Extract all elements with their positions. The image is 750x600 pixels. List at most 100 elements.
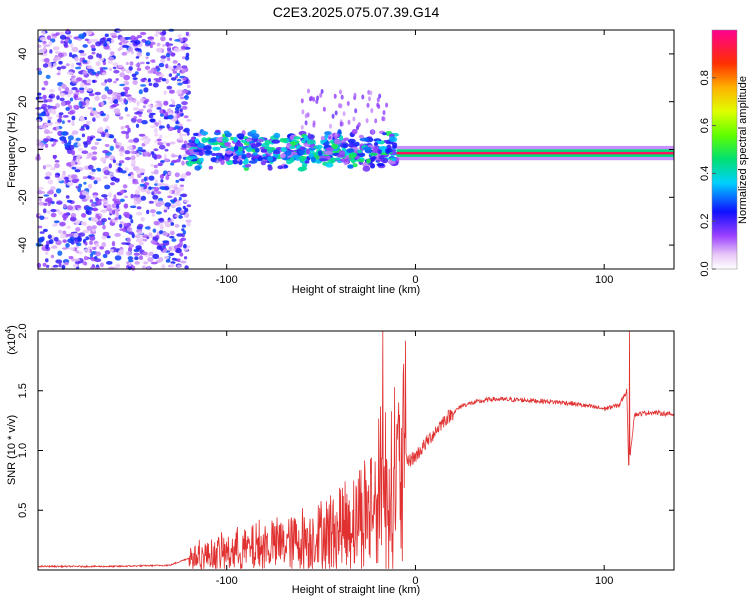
- noise-cell: [56, 95, 60, 100]
- noise-cell: [119, 221, 124, 224]
- noise-cell: [45, 111, 49, 116]
- noise-cell: [176, 72, 181, 77]
- noise-cell: [75, 137, 81, 141]
- noise-cell: [71, 174, 78, 180]
- noise-cell: [69, 89, 73, 95]
- noise-cell: [165, 53, 171, 58]
- noise-cell: [127, 127, 131, 133]
- noise-cell: [41, 30, 46, 36]
- noise-cell: [48, 189, 54, 195]
- noise-cell: [44, 251, 49, 256]
- noise-cell: [123, 98, 127, 103]
- noise-cell: [159, 230, 164, 235]
- band-cell: [224, 142, 231, 147]
- band-cell: [267, 156, 274, 162]
- noise-cell: [134, 234, 141, 239]
- noise-cell: [171, 238, 177, 242]
- noise-cell: [134, 256, 139, 261]
- noise-cell: [101, 133, 106, 138]
- noise-cell: [109, 154, 114, 160]
- noise-cell: [170, 77, 177, 81]
- streak-cell: [339, 89, 342, 95]
- noise-cell: [160, 55, 167, 59]
- noise-cell: [156, 42, 161, 47]
- band-cell: [389, 136, 396, 143]
- streak-cell: [376, 97, 380, 103]
- noise-cell: [41, 103, 48, 108]
- band-cell: [273, 132, 281, 139]
- noise-cell: [100, 198, 107, 202]
- noise-cell: [182, 77, 187, 81]
- noise-cell: [113, 99, 119, 104]
- noise-cell: [106, 37, 112, 42]
- noise-cell: [128, 46, 134, 53]
- noise-cell: [175, 189, 181, 194]
- noise-cell: [78, 148, 83, 151]
- streak-cell: [361, 94, 365, 100]
- spectrogram-x-axis-label: Height of straight line (km): [292, 284, 420, 296]
- band-cell: [340, 158, 350, 163]
- noise-cell: [47, 179, 54, 185]
- noise-cell: [162, 44, 166, 47]
- noise-cell: [162, 141, 168, 145]
- noise-cell: [170, 160, 178, 163]
- noise-cell: [141, 251, 148, 256]
- noise-cell: [112, 66, 117, 70]
- noise-cell: [157, 218, 164, 221]
- band-cell: [362, 146, 372, 151]
- colorbar-label: Normalized spectral amplitude: [737, 76, 749, 224]
- noise-cell: [106, 235, 111, 239]
- noise-cell: [92, 110, 98, 116]
- noise-cell: [154, 183, 159, 186]
- noise-cell: [156, 107, 162, 110]
- band-cell: [392, 142, 398, 148]
- noise-cell: [87, 183, 93, 189]
- noise-cell: [160, 179, 164, 183]
- noise-cell: [71, 87, 78, 91]
- noise-cell: [104, 129, 109, 133]
- noise-cell: [184, 94, 189, 100]
- noise-cell: [168, 89, 175, 94]
- colorbar-tick-label: 0.0: [699, 261, 711, 276]
- noise-cell: [79, 117, 85, 122]
- noise-cell: [75, 66, 82, 70]
- noise-cell: [79, 57, 84, 63]
- noise-cell: [174, 110, 179, 114]
- band-cell: [362, 165, 371, 172]
- noise-cell: [95, 61, 101, 67]
- noise-cell: [36, 119, 41, 123]
- x-tick-label: -100: [216, 274, 238, 286]
- noise-cell: [73, 258, 81, 262]
- noise-cell: [123, 74, 131, 81]
- spectrogram-cells: [35, 28, 674, 271]
- noise-cell: [109, 172, 115, 176]
- band-cell: [336, 154, 346, 158]
- noise-cell: [111, 203, 117, 209]
- noise-cell: [75, 89, 80, 93]
- noise-cell: [152, 253, 160, 260]
- noise-cell: [161, 78, 167, 82]
- noise-cell: [42, 99, 49, 103]
- noise-cell: [170, 162, 175, 166]
- noise-cell: [159, 174, 164, 180]
- band-cell: [237, 146, 244, 152]
- streak-cell: [334, 134, 338, 140]
- noise-cell: [91, 156, 97, 161]
- band-cell: [233, 145, 239, 151]
- noise-cell: [160, 223, 164, 228]
- noise-cell: [178, 137, 184, 141]
- band-cell: [242, 160, 249, 165]
- noise-cell: [137, 223, 144, 228]
- noise-cell: [59, 221, 66, 227]
- noise-cell: [147, 36, 155, 40]
- noise-cell: [170, 263, 175, 268]
- noise-cell: [128, 246, 133, 253]
- noise-cell: [64, 261, 69, 266]
- noise-cell: [135, 63, 141, 68]
- noise-cell: [72, 263, 78, 268]
- spectrogram-y-ticks: -40 -20 0 20 40: [17, 48, 674, 253]
- noise-cell: [95, 197, 99, 202]
- noise-cell: [138, 255, 144, 261]
- noise-cell: [86, 152, 94, 158]
- noise-cell: [181, 89, 188, 94]
